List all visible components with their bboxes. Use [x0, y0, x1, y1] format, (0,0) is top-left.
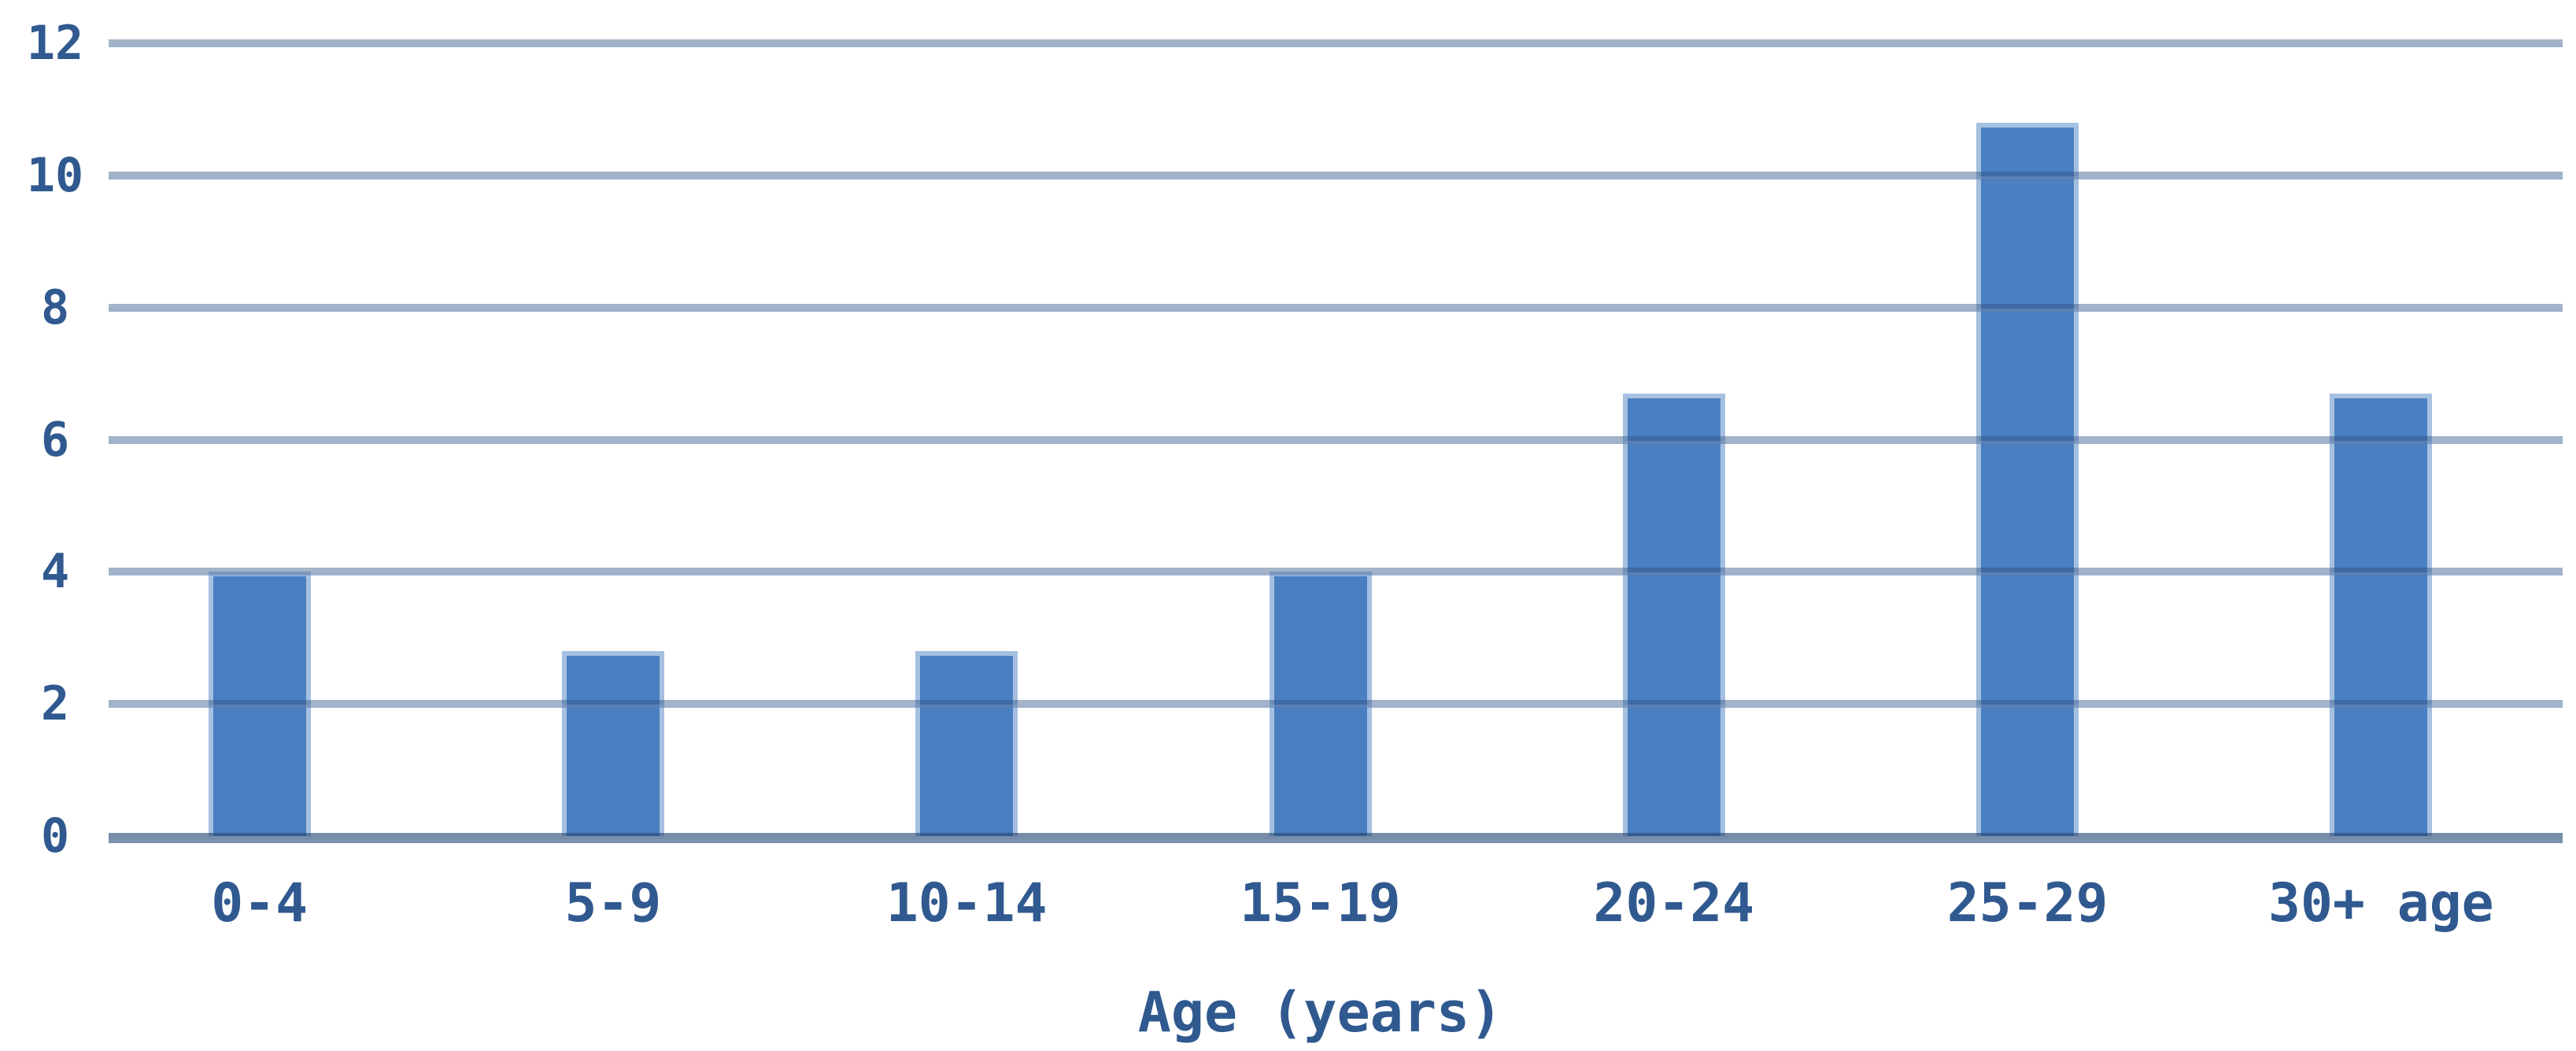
y-tick-label-6: 6 [40, 412, 70, 468]
x-tick-label-25-29: 25-29 [1946, 872, 2108, 934]
gridline-y-4 [109, 568, 2563, 576]
bar-0-4 [208, 572, 311, 836]
gridline-y-6 [109, 435, 2563, 444]
y-tick-label-0: 0 [40, 809, 70, 864]
y-tick-label-8: 8 [40, 279, 70, 335]
x-tick-label-0-4: 0-4 [211, 872, 309, 934]
x-tick-label-10-14: 10-14 [885, 872, 1048, 934]
x-tick-label-5-9: 5-9 [564, 872, 662, 934]
gridline-y-12 [109, 39, 2563, 47]
gridline-y-8 [109, 303, 2563, 312]
y-tick-label-12: 12 [26, 16, 84, 71]
bar-20-24 [1622, 393, 1725, 836]
y-tick-label-4: 4 [40, 544, 70, 600]
x-tick-label-30+ age: 30+ age [2268, 872, 2494, 934]
y-tick-label-10: 10 [26, 147, 84, 203]
bar-25-29 [1976, 122, 2079, 836]
x-tick-label-20-24: 20-24 [1593, 872, 1755, 934]
bar-10-14 [915, 651, 1018, 836]
bar-5-9 [561, 651, 664, 836]
x-axis-baseline [109, 833, 2563, 843]
bar-30+ age [2330, 393, 2433, 836]
gridline-y-10 [109, 171, 2563, 179]
x-axis-title: Age (years) [1137, 980, 1503, 1045]
x-tick-label-15-19: 15-19 [1240, 872, 1401, 934]
gridline-y-2 [109, 700, 2563, 709]
y-tick-label-2: 2 [40, 676, 70, 732]
bar-15-19 [1269, 572, 1372, 836]
